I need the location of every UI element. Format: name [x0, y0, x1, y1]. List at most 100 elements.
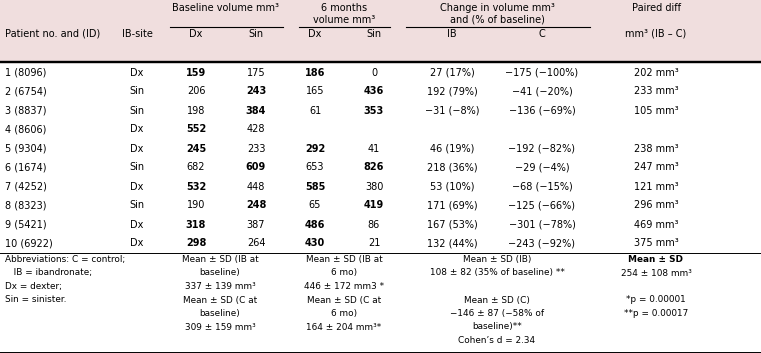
Text: Sin = sinister.: Sin = sinister. — [5, 295, 66, 305]
Text: 609: 609 — [246, 162, 266, 173]
Text: 486: 486 — [305, 220, 325, 229]
Text: Dx: Dx — [130, 67, 144, 78]
Text: 190: 190 — [186, 201, 205, 210]
Text: 826: 826 — [364, 162, 384, 173]
Text: 4 (8606): 4 (8606) — [5, 125, 46, 134]
Text: 380: 380 — [365, 181, 384, 191]
Text: 6 (1674): 6 (1674) — [5, 162, 46, 173]
Text: −29 (−4%): −29 (−4%) — [514, 162, 569, 173]
Text: Sin: Sin — [129, 201, 145, 210]
Text: 298: 298 — [186, 239, 206, 249]
Text: 337 ± 139 mm³: 337 ± 139 mm³ — [185, 282, 256, 291]
Text: 53 (10%): 53 (10%) — [430, 181, 474, 191]
Text: 27 (17%): 27 (17%) — [430, 67, 474, 78]
Text: C: C — [539, 29, 546, 39]
Text: 1 (8096): 1 (8096) — [5, 67, 46, 78]
Text: baseline): baseline) — [199, 269, 240, 277]
Text: baseline): baseline) — [199, 309, 240, 318]
Text: Dx = dexter;: Dx = dexter; — [5, 282, 62, 291]
Text: 552: 552 — [186, 125, 206, 134]
Text: 10 (6922): 10 (6922) — [5, 239, 53, 249]
Text: 247 mm³: 247 mm³ — [634, 162, 678, 173]
Text: Mean ± SD (C at: Mean ± SD (C at — [307, 295, 381, 305]
Text: −301 (−78%): −301 (−78%) — [508, 220, 575, 229]
Text: −175 (−100%): −175 (−100%) — [505, 67, 578, 78]
Text: 186: 186 — [305, 67, 325, 78]
Text: 448: 448 — [247, 181, 265, 191]
Text: 353: 353 — [364, 106, 384, 115]
Text: 585: 585 — [305, 181, 325, 191]
Text: 8 (8323): 8 (8323) — [5, 201, 46, 210]
Text: 387: 387 — [247, 220, 266, 229]
Text: 105 mm³: 105 mm³ — [634, 106, 678, 115]
Text: Baseline volume mm³: Baseline volume mm³ — [173, 3, 279, 13]
Text: 682: 682 — [186, 162, 205, 173]
Text: 218 (36%): 218 (36%) — [427, 162, 477, 173]
Text: Sin: Sin — [367, 29, 381, 39]
Text: Sin: Sin — [248, 29, 263, 39]
Text: 264: 264 — [247, 239, 266, 249]
Text: 254 ± 108 mm³: 254 ± 108 mm³ — [620, 269, 692, 277]
Text: 6 mo): 6 mo) — [331, 269, 357, 277]
Text: Dx: Dx — [130, 239, 144, 249]
Text: Dx: Dx — [189, 29, 202, 39]
Text: 108 ± 82 (35% of baseline) **: 108 ± 82 (35% of baseline) ** — [429, 269, 565, 277]
Text: Dx: Dx — [130, 220, 144, 229]
Text: Change in volume mm³
and (% of baseline): Change in volume mm³ and (% of baseline) — [440, 3, 555, 25]
Text: 206: 206 — [186, 86, 205, 96]
Text: Cohen’s d = 2.34: Cohen’s d = 2.34 — [458, 336, 536, 345]
Text: 384: 384 — [246, 106, 266, 115]
Text: 202 mm³: 202 mm³ — [634, 67, 678, 78]
Text: 121 mm³: 121 mm³ — [634, 181, 678, 191]
Text: −41 (−20%): −41 (−20%) — [511, 86, 572, 96]
Text: Dx: Dx — [130, 125, 144, 134]
Text: −68 (−15%): −68 (−15%) — [511, 181, 572, 191]
Text: 233 mm³: 233 mm³ — [634, 86, 678, 96]
Text: 375 mm³: 375 mm³ — [634, 239, 678, 249]
Text: 192 (79%): 192 (79%) — [427, 86, 477, 96]
Text: 198: 198 — [186, 106, 205, 115]
Text: *p = 0.00001: *p = 0.00001 — [626, 295, 686, 305]
Text: 419: 419 — [364, 201, 384, 210]
Text: 7 (4252): 7 (4252) — [5, 181, 47, 191]
Text: −192 (−82%): −192 (−82%) — [508, 144, 575, 154]
Text: 309 ± 159 mm³: 309 ± 159 mm³ — [185, 323, 256, 331]
Text: 296 mm³: 296 mm³ — [634, 201, 678, 210]
Text: 238 mm³: 238 mm³ — [634, 144, 678, 154]
Text: 164 ± 204 mm³*: 164 ± 204 mm³* — [307, 323, 381, 331]
Text: Patient no. and (ID): Patient no. and (ID) — [5, 29, 100, 39]
Text: 41: 41 — [368, 144, 380, 154]
Text: 86: 86 — [368, 220, 380, 229]
Text: 233: 233 — [247, 144, 266, 154]
Text: Sin: Sin — [129, 106, 145, 115]
Text: 532: 532 — [186, 181, 206, 191]
Text: Dx: Dx — [308, 29, 322, 39]
Text: Sin: Sin — [129, 86, 145, 96]
Text: 21: 21 — [368, 239, 380, 249]
Text: Mean ± SD (IB): Mean ± SD (IB) — [463, 255, 531, 264]
Text: 2 (6754): 2 (6754) — [5, 86, 46, 96]
Text: 0: 0 — [371, 67, 377, 78]
Text: Mean ± SD (C): Mean ± SD (C) — [464, 295, 530, 305]
Text: Paired diff: Paired diff — [632, 3, 680, 13]
Text: 3 (8837): 3 (8837) — [5, 106, 46, 115]
Text: IB = ibandronate;: IB = ibandronate; — [5, 269, 92, 277]
Text: 159: 159 — [186, 67, 206, 78]
Text: −146 ± 87 (−58% of: −146 ± 87 (−58% of — [450, 309, 544, 318]
Text: 132 (44%): 132 (44%) — [427, 239, 477, 249]
Text: Mean ± SD (C at: Mean ± SD (C at — [183, 295, 257, 305]
Text: **p = 0.00017: **p = 0.00017 — [624, 309, 688, 318]
Text: −243 (−92%): −243 (−92%) — [508, 239, 575, 249]
Text: 9 (5421): 9 (5421) — [5, 220, 46, 229]
Text: 430: 430 — [305, 239, 325, 249]
Text: 436: 436 — [364, 86, 384, 96]
Text: Mean ± SD (IB at: Mean ± SD (IB at — [306, 255, 382, 264]
Text: 61: 61 — [309, 106, 321, 115]
Text: 6 mo): 6 mo) — [331, 309, 357, 318]
Bar — [0, 0, 761, 62]
Text: 243: 243 — [246, 86, 266, 96]
Text: −136 (−69%): −136 (−69%) — [508, 106, 575, 115]
Text: Mean ± SD (IB at: Mean ± SD (IB at — [182, 255, 259, 264]
Text: baseline)**: baseline)** — [472, 323, 522, 331]
Text: 446 ± 172 mm3 *: 446 ± 172 mm3 * — [304, 282, 384, 291]
